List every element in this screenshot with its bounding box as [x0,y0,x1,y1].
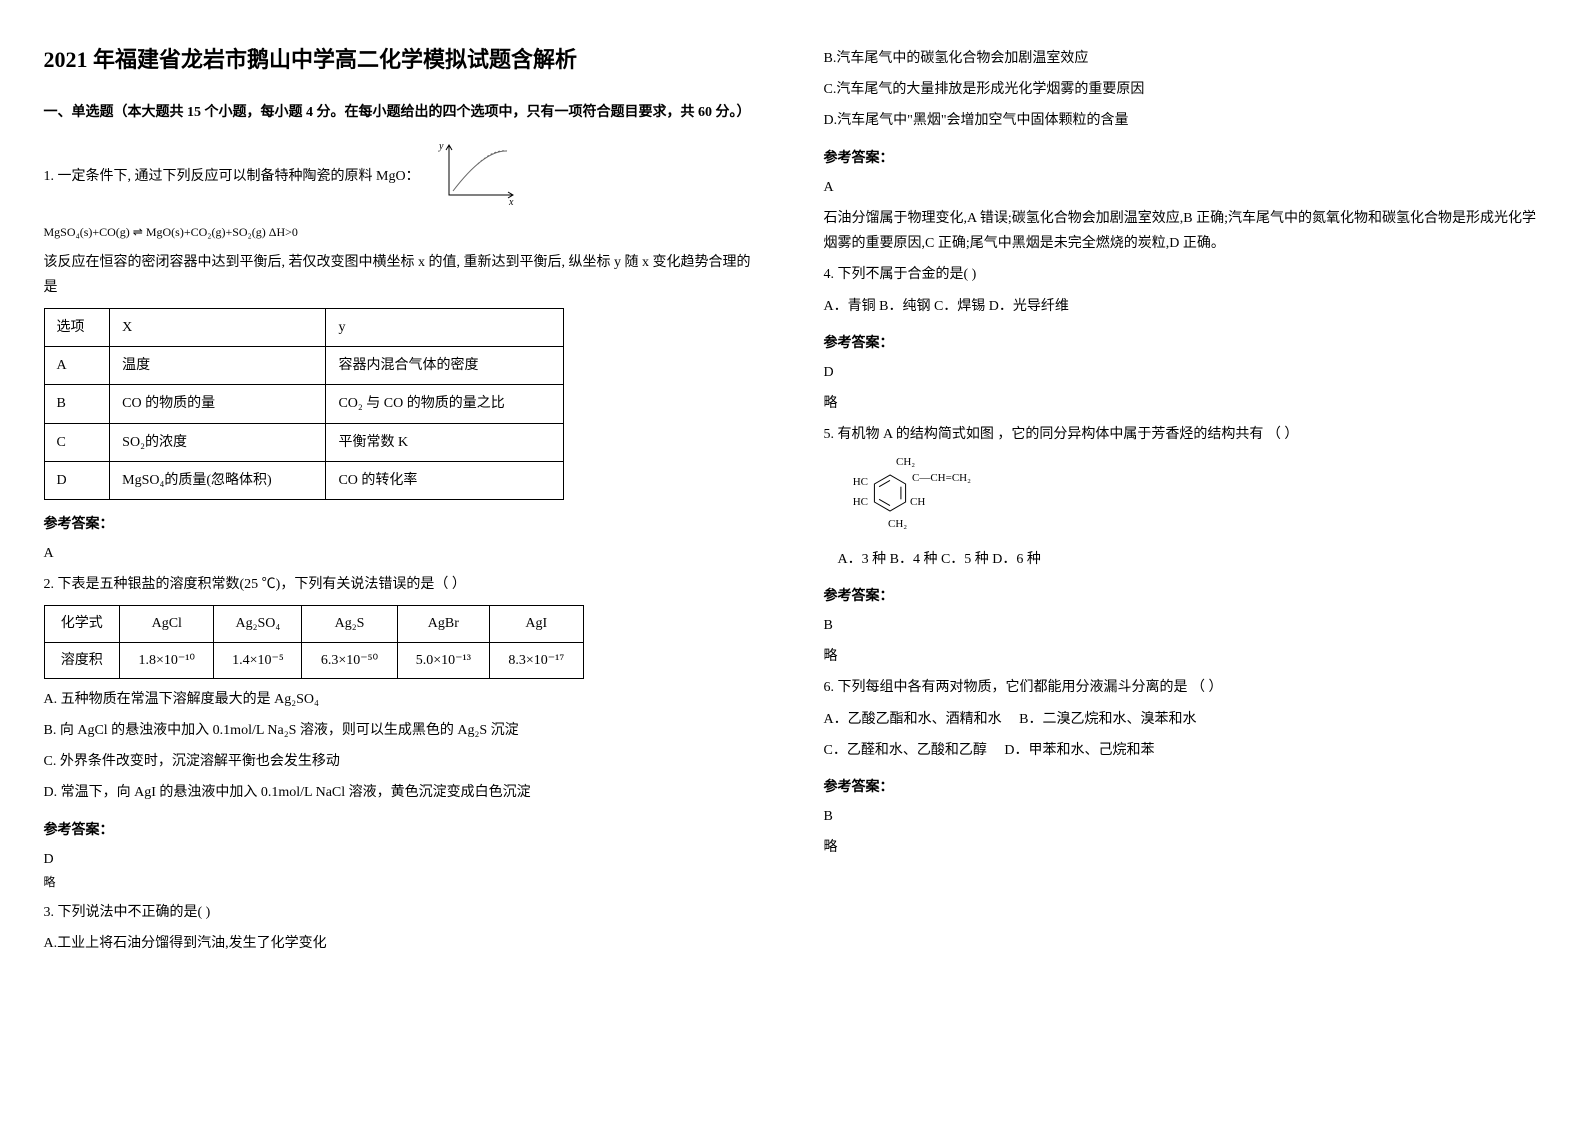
table-cell: A [44,347,110,385]
q1-equation: MgSO₄(s)+CO(g) ⇌ MgO(s)+CO₂(g)+SO₂(g) ΔH… [44,222,764,244]
svg-text:C—CH=CH₂: C—CH=CH₂ [912,472,971,484]
q1-stem-line1: 1. 一定条件下, 通过下列反应可以制备特种陶瓷的原料 MgO： [44,169,420,184]
q6-opt-b: B．二溴乙烷和水、溴苯和水 [1019,712,1196,727]
table-row: 选项 X y [44,308,563,346]
question-3-partial: 3. 下列说法中不正确的是( ) A.工业上将石油分馏得到汽油,发生了化学变化 [44,900,764,956]
q1-th-2: y [326,308,563,346]
answer-label: 参考答案： [824,775,1544,800]
answer-label: 参考答案： [824,146,1544,171]
q3-answer: A [824,175,1544,200]
answer-label: 参考答案： [44,512,764,537]
q6-opt-d: D．甲苯和水、己烷和苯 [1004,743,1154,758]
q2-opt-c: C. 外界条件改变时，沉淀溶解平衡也会发生移动 [44,749,764,774]
q3-explanation: 石油分馏属于物理变化,A 错误;碳氢化合物会加剧温室效应,B 正确;汽车尾气中的… [824,206,1544,256]
table-cell: D [44,461,110,499]
q1-answer: A [44,541,764,566]
q1-th-1: X [110,308,326,346]
table-row: 溶度积 1.8×10⁻¹⁰ 1.4×10⁻⁵ 6.3×10⁻⁵⁰ 5.0×10⁻… [44,642,583,678]
curve-chart-icon: xy [431,137,521,207]
q6-opt-c: C．乙醛和水、乙酸和乙醇 [824,743,987,758]
svg-text:HC: HC [852,496,867,508]
q2-table: 化学式 AgCl Ag₂SO₄ Ag₂S AgBr AgI 溶度积 1.8×10… [44,605,584,678]
q2-rl: 溶度积 [44,642,120,678]
question-3-cont: B.汽车尾气中的碳氢化合物会加剧温室效应 C.汽车尾气的大量排放是形成光化学烟雾… [824,46,1544,256]
table-cell: SO₂的浓度 [110,423,326,461]
question-1: 1. 一定条件下, 通过下列反应可以制备特种陶瓷的原料 MgO： xy MgSO… [44,137,764,566]
answer-label: 参考答案： [824,584,1544,609]
q2-h4: AgBr [397,606,490,642]
q2-opt-a: A. 五种物质在常温下溶解度最大的是 Ag₂SO₄ [44,687,764,712]
table-cell: CO 的物质的量 [110,385,326,423]
q2-note: 略 [44,872,764,894]
q2-h2: Ag₂SO₄ [214,606,302,642]
table-cell: CO 的转化率 [326,461,563,499]
q2-opt-d: D. 常温下，向 AgI 的悬浊液中加入 0.1mol/L NaCl 溶液，黄色… [44,780,764,805]
q2-v3: 5.0×10⁻¹³ [397,642,490,678]
molecule-structure-icon: CH₂C—CH=CH₂HCHCCHCH₂ [848,453,1018,531]
q3-opt-c: C.汽车尾气的大量排放是形成光化学烟雾的重要原因 [824,77,1544,102]
q2-h1: AgCl [120,606,214,642]
q2-h3: Ag₂S [302,606,397,642]
table-row: A温度容器内混合气体的密度 [44,347,563,385]
answer-label: 参考答案： [44,818,764,843]
section-header: 一、单选题（本大题共 15 个小题，每小题 4 分。在每小题给出的四个选项中，只… [44,100,764,125]
q3-opt-b: B.汽车尾气中的碳氢化合物会加剧温室效应 [824,46,1544,71]
table-cell: 平衡常数 K [326,423,563,461]
page-title: 2021 年福建省龙岩市鹅山中学高二化学模拟试题含解析 [44,40,764,80]
q1-th-0: 选项 [44,308,110,346]
q6-note: 略 [824,835,1544,860]
svg-text:CH₂: CH₂ [896,456,915,468]
q2-opt-b: B. 向 AgCl 的悬浊液中加入 0.1mol/L Na₂S 溶液，则可以生成… [44,718,764,743]
q3-opt-a: A.工业上将石油分馏得到汽油,发生了化学变化 [44,931,764,956]
page: 2021 年福建省龙岩市鹅山中学高二化学模拟试题含解析 一、单选题（本大题共 1… [44,40,1544,962]
q3-stem: 3. 下列说法中不正确的是( ) [44,900,764,925]
table-row: BCO 的物质的量CO₂ 与 CO 的物质的量之比 [44,385,563,423]
table-cell: 容器内混合气体的密度 [326,347,563,385]
right-column: B.汽车尾气中的碳氢化合物会加剧温室效应 C.汽车尾气的大量排放是形成光化学烟雾… [824,40,1544,962]
q5-structure: CH₂C—CH=CH₂HCHCCHCH₂ [848,453,1544,540]
table-row: CSO₂的浓度平衡常数 K [44,423,563,461]
q3-opt-d: D.汽车尾气中"黑烟"会增加空气中固体颗粒的含量 [824,108,1544,133]
q5-answer: B [824,613,1544,638]
question-6: 6. 下列每组中各有两对物质，它们都能用分液漏斗分离的是 （ ） A．乙酸乙酯和… [824,675,1544,860]
q2-answer: D [44,847,764,872]
q4-options: A．青铜 B．纯钢 C．焊锡 D．光导纤维 [824,294,1544,319]
q1-chart: xy [431,137,521,216]
q6-answer: B [824,804,1544,829]
table-cell: C [44,423,110,461]
svg-text:HC: HC [852,476,867,488]
q1-table: 选项 X y A温度容器内混合气体的密度BCO 的物质的量CO₂ 与 CO 的物… [44,308,564,500]
table-cell: MgSO₄的质量(忽略体积) [110,461,326,499]
svg-text:CH₂: CH₂ [888,518,907,530]
q4-note: 略 [824,391,1544,416]
q2-stem: 2. 下表是五种银盐的溶度积常数(25 ℃)，下列有关说法错误的是（ ） [44,572,764,597]
table-row: DMgSO₄的质量(忽略体积)CO 的转化率 [44,461,563,499]
svg-text:CH: CH [910,496,925,508]
table-cell: CO₂ 与 CO 的物质的量之比 [326,385,563,423]
q5-options: A．3 种 B．4 种 C．5 种 D．6 种 [838,547,1544,572]
answer-label: 参考答案： [824,331,1544,356]
question-4: 4. 下列不属于合金的是( ) A．青铜 B．纯钢 C．焊锡 D．光导纤维 参考… [824,262,1544,416]
q5-stem: 5. 有机物 A 的结构简式如图 ，它的同分异构体中属于芳香烃的结构共有 （ ） [824,422,1544,447]
table-cell: B [44,385,110,423]
table-cell: 温度 [110,347,326,385]
q1-stem-line2: 该反应在恒容的密闭容器中达到平衡后, 若仅改变图中横坐标 x 的值, 重新达到平… [44,250,764,300]
q2-v1: 1.4×10⁻⁵ [214,642,302,678]
q4-answer: D [824,360,1544,385]
q6-stem: 6. 下列每组中各有两对物质，它们都能用分液漏斗分离的是 （ ） [824,675,1544,700]
q6-opt-a: A．乙酸乙酯和水、酒精和水 [824,712,1002,727]
q4-stem: 4. 下列不属于合金的是( ) [824,262,1544,287]
q2-h0: 化学式 [44,606,120,642]
left-column: 2021 年福建省龙岩市鹅山中学高二化学模拟试题含解析 一、单选题（本大题共 1… [44,40,764,962]
table-row: 化学式 AgCl Ag₂SO₄ Ag₂S AgBr AgI [44,606,583,642]
q2-v2: 6.3×10⁻⁵⁰ [302,642,397,678]
q5-note: 略 [824,644,1544,669]
q2-v4: 8.3×10⁻¹⁷ [490,642,583,678]
q2-h5: AgI [490,606,583,642]
question-2: 2. 下表是五种银盐的溶度积常数(25 ℃)，下列有关说法错误的是（ ） 化学式… [44,572,764,893]
svg-text:y: y [438,141,444,152]
q2-v0: 1.8×10⁻¹⁰ [120,642,214,678]
svg-text:x: x [508,197,514,207]
question-5: 5. 有机物 A 的结构简式如图 ，它的同分异构体中属于芳香烃的结构共有 （ ）… [824,422,1544,669]
